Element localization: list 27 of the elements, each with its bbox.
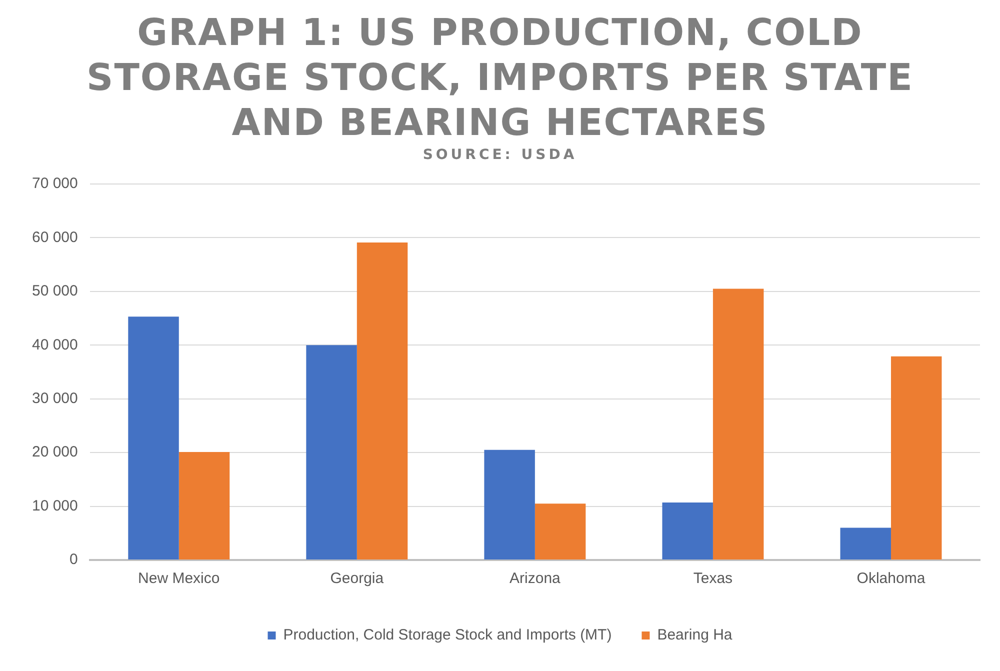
chart-title: GRAPH 1: US PRODUCTION, COLD STORAGE STOCK, IMPORTS PER STATE AND BEARING HECTARES <box>86 10 914 145</box>
bar <box>128 316 179 560</box>
bar <box>712 288 764 560</box>
y-tick-label: 30 000 <box>32 390 78 407</box>
legend-label: Bearing Ha <box>657 626 733 644</box>
y-tick-label: 0 <box>70 551 78 568</box>
bar <box>306 345 357 560</box>
x-tick-label: Georgia <box>330 570 384 588</box>
y-tick-label: 10 000 <box>32 497 78 514</box>
bar <box>534 504 586 560</box>
bar <box>178 452 230 560</box>
bar <box>890 356 942 560</box>
x-tick-label: Arizona <box>510 570 562 588</box>
y-tick-label: 20 000 <box>32 444 78 461</box>
y-tick-label: 70 000 <box>32 175 78 192</box>
x-tick-label: Texas <box>693 570 733 588</box>
x-tick-label: New Mexico <box>138 570 220 588</box>
chart-subtitle: SOURCE: USDA <box>422 147 578 163</box>
bar <box>356 242 408 560</box>
x-tick-label: Oklahoma <box>856 570 926 588</box>
bar <box>662 502 713 560</box>
y-tick-label: 50 000 <box>32 282 78 300</box>
bar <box>840 528 891 560</box>
y-tick-label: 40 000 <box>32 336 78 354</box>
legend-label: Production, Cold Storage Stock and Imports (MT) <box>283 626 612 644</box>
bar <box>484 450 535 560</box>
y-tick-label: 60 000 <box>32 228 78 246</box>
